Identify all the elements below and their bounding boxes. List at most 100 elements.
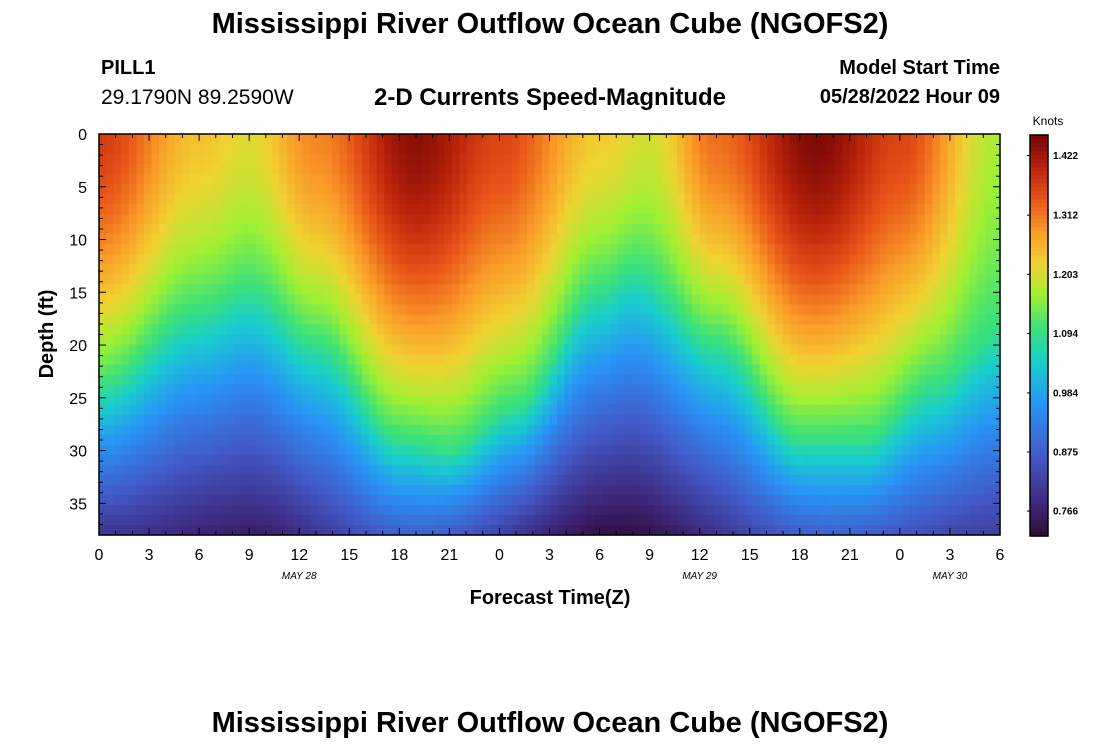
heatmap-cell	[609, 394, 618, 406]
heatmap-cell	[429, 354, 438, 366]
heatmap-cell	[106, 404, 115, 416]
heatmap-cell	[962, 224, 971, 235]
heatmap-cell	[722, 184, 731, 195]
heatmap-cell	[481, 404, 491, 416]
heatmap-cell	[489, 334, 498, 346]
heatmap-cell	[474, 274, 483, 285]
heatmap-cell	[564, 444, 573, 456]
heatmap-cell	[174, 314, 183, 326]
heatmap-cell	[864, 394, 873, 406]
heatmap-cell	[572, 274, 581, 285]
heatmap-cell	[526, 214, 536, 225]
heatmap-cell	[887, 444, 896, 456]
heatmap-cell	[767, 344, 776, 356]
heatmap-cell	[812, 384, 821, 396]
heatmap-cell	[384, 494, 393, 506]
heatmap-cell	[459, 494, 468, 506]
heatmap-cell	[151, 524, 160, 536]
heatmap-cell	[354, 434, 363, 446]
heatmap-cell	[977, 374, 986, 386]
heatmap-cell	[196, 314, 205, 326]
heatmap-cell	[939, 414, 949, 426]
heatmap-cell	[684, 244, 693, 255]
heatmap-cell	[894, 514, 903, 526]
heatmap-cell	[106, 184, 115, 195]
heatmap-cell	[684, 434, 693, 446]
heatmap-cell	[774, 344, 783, 356]
heatmap-cell	[129, 514, 138, 526]
heatmap-cell	[932, 474, 941, 486]
heatmap-cell	[977, 404, 986, 416]
heatmap-cell	[406, 404, 415, 416]
heatmap-cell	[984, 224, 994, 235]
heatmap-cell	[639, 144, 648, 155]
heatmap-cell	[722, 464, 731, 476]
heatmap-cell	[451, 284, 460, 296]
heatmap-cell	[324, 324, 333, 336]
heatmap-cell	[902, 524, 911, 536]
heatmap-cell	[204, 384, 213, 396]
heatmap-cell	[376, 334, 385, 346]
heatmap-cell	[256, 174, 265, 185]
heatmap-cell	[331, 494, 340, 506]
heatmap-cell	[361, 174, 370, 185]
heatmap-cell	[361, 434, 370, 446]
heatmap-cell	[331, 334, 340, 346]
heatmap-cell	[797, 424, 806, 436]
heatmap-cell	[519, 394, 528, 406]
heatmap-cell	[834, 484, 843, 496]
heatmap-cell	[414, 324, 423, 336]
heatmap-cell	[564, 424, 573, 436]
heatmap-cell	[857, 184, 866, 195]
heatmap-cell	[234, 254, 243, 265]
heatmap-cell	[219, 284, 228, 296]
heatmap-cell	[782, 474, 791, 486]
heatmap-cell	[399, 444, 408, 456]
heatmap-cell	[812, 484, 821, 496]
heatmap-cell	[789, 174, 798, 185]
heatmap-cell	[271, 344, 280, 356]
heatmap-cell	[219, 274, 228, 285]
heatmap-cell	[264, 194, 273, 205]
heatmap-cell	[632, 294, 641, 306]
heatmap-cell	[181, 464, 190, 476]
heatmap-cell	[654, 244, 663, 255]
heatmap-cell	[384, 184, 393, 195]
heatmap-cell	[361, 334, 370, 346]
heatmap-cell	[692, 274, 701, 285]
heatmap-cell	[226, 374, 235, 386]
heatmap-cell	[234, 224, 243, 235]
heatmap-cell	[729, 444, 738, 456]
heatmap-cell	[624, 514, 633, 526]
x-tick-label: 6	[195, 547, 204, 564]
heatmap-cell	[617, 464, 626, 476]
heatmap-cell	[264, 524, 273, 536]
heatmap-cell	[924, 444, 934, 456]
heatmap-cell	[894, 474, 903, 486]
heatmap-cell	[444, 454, 453, 466]
heatmap-cell	[99, 484, 108, 496]
heatmap-cell	[241, 394, 250, 406]
heatmap-cell	[106, 174, 115, 185]
heatmap-cell	[234, 424, 243, 436]
heatmap-cell	[827, 314, 836, 326]
heatmap-cell	[354, 364, 363, 376]
heatmap-cell	[541, 484, 551, 496]
heatmap-cell	[587, 134, 596, 145]
heatmap-cell	[962, 194, 971, 205]
heatmap-cell	[279, 484, 288, 496]
heatmap-cell	[309, 294, 318, 306]
heatmap-cell	[189, 414, 198, 426]
heatmap-cell	[249, 394, 258, 406]
heatmap-cell	[609, 284, 618, 296]
heatmap-cell	[354, 464, 363, 476]
heatmap-cell	[211, 374, 220, 386]
heatmap-cell	[286, 484, 295, 496]
heatmap-cell	[376, 434, 385, 446]
heatmap-cell	[196, 354, 205, 366]
heatmap-cell	[526, 164, 536, 175]
heatmap-cell	[602, 194, 611, 205]
heatmap-cell	[159, 444, 168, 456]
heatmap-cell	[504, 234, 513, 245]
heatmap-cell	[692, 444, 701, 456]
